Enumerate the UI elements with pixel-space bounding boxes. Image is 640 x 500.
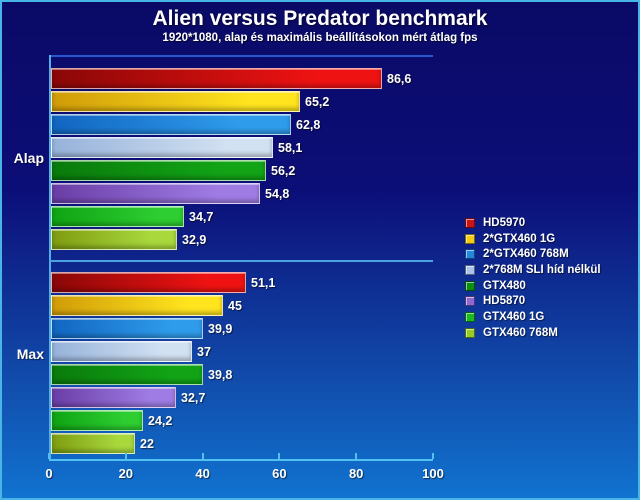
x-tick-label: 0 xyxy=(45,466,53,481)
legend-swatch xyxy=(465,296,475,307)
bar-value-label: 32,9 xyxy=(182,232,207,247)
bar-value-label: 62,8 xyxy=(296,117,321,132)
bar: 39,9 xyxy=(51,318,232,339)
x-tick-label: 80 xyxy=(348,466,364,481)
bar: 62,8 xyxy=(51,114,320,135)
legend-item: GTX480 xyxy=(465,278,601,294)
chart-title: Alien versus Predator benchmark xyxy=(152,7,488,30)
bar-value-label: 51,1 xyxy=(251,275,276,290)
legend-item: HD5970 xyxy=(465,215,601,231)
bar: 45 xyxy=(51,295,242,316)
plot-area: 86,6 65,2 62,8 58,1 56,2 54,8 34,7 32,9 51,1 45 3… xyxy=(48,55,434,461)
x-tick-label: 100 xyxy=(422,466,444,481)
bar-value-label: 56,2 xyxy=(271,163,296,178)
bar-value-label: 32,7 xyxy=(181,390,206,405)
bar: 37 xyxy=(51,341,211,362)
y-axis-line xyxy=(49,55,51,461)
legend-label: 2*GTX460 768M xyxy=(483,248,569,261)
x-tick xyxy=(124,453,127,459)
bar-value-label: 65,2 xyxy=(305,94,330,109)
bar: 32,7 xyxy=(51,387,205,408)
bar-value-label: 86,6 xyxy=(387,71,412,86)
group-divider-line xyxy=(49,260,433,262)
legend-item: HD5870 xyxy=(465,293,601,309)
legend-swatch xyxy=(465,233,475,244)
x-tick xyxy=(355,453,358,459)
legend-item: 2*GTX460 768M xyxy=(465,246,601,262)
bar: 58,1 xyxy=(51,137,302,158)
bar-value-label: 24,2 xyxy=(148,413,173,428)
x-tick xyxy=(278,453,281,459)
bar: 32,9 xyxy=(51,229,206,250)
legend-label: GTX460 1G xyxy=(483,310,545,323)
bar-group-max: 51,1 45 39,9 37 39,8 32,7 24,2 22 xyxy=(51,272,433,456)
x-tick-label: 40 xyxy=(195,466,210,481)
legend-item: GTX460 768M xyxy=(465,325,601,341)
bar: 24,2 xyxy=(51,410,172,431)
x-tick xyxy=(48,453,50,459)
legend-swatch xyxy=(465,311,475,322)
group-label-max: Max xyxy=(16,346,44,362)
bar: 51,1 xyxy=(51,272,275,293)
x-tick-label: 20 xyxy=(118,466,134,481)
plot-top-border xyxy=(49,55,433,57)
bar-value-label: 39,9 xyxy=(208,321,233,336)
bar: 54,8 xyxy=(51,183,289,204)
legend-label: GTX480 xyxy=(483,279,526,292)
legend-label: HD5970 xyxy=(483,216,526,229)
legend-swatch xyxy=(465,217,475,228)
bar-group-alap: 86,6 65,2 62,8 58,1 56,2 54,8 34,7 32,9 xyxy=(51,68,433,252)
group-label-alap: Alap xyxy=(13,150,44,166)
legend-label: 2*768M SLI híd nélkül xyxy=(483,263,601,276)
bar: 34,7 xyxy=(51,206,213,227)
bar: 56,2 xyxy=(51,160,295,181)
legend-label: 2*GTX460 1G xyxy=(483,232,556,245)
bar: 65,2 xyxy=(51,91,329,112)
chart-subtitle: 1920*1080, alap és maximális beállítások… xyxy=(162,32,478,44)
bar-value-label: 58,1 xyxy=(278,140,303,155)
x-axis-line xyxy=(49,459,433,461)
bar: 22 xyxy=(51,433,154,454)
bar-value-label: 54,8 xyxy=(265,186,290,201)
bar-value-label: 22 xyxy=(140,436,154,451)
legend-swatch xyxy=(465,264,475,275)
x-tick xyxy=(432,453,434,459)
bar-value-label: 39,8 xyxy=(208,367,233,382)
legend-swatch xyxy=(465,249,475,260)
x-tick-label: 60 xyxy=(272,466,287,481)
legend-swatch xyxy=(465,327,475,338)
bar: 86,6 xyxy=(51,68,411,89)
legend-item: 2*GTX460 1G xyxy=(465,231,601,247)
legend: HD5970 2*GTX460 1G 2*GTX460 768M 2*768M SLI… xyxy=(465,215,601,341)
legend-swatch xyxy=(465,280,475,291)
legend-label: GTX460 768M xyxy=(483,326,558,339)
bar-value-label: 37 xyxy=(197,344,211,359)
bar-value-label: 34,7 xyxy=(189,209,214,224)
bar: 39,8 xyxy=(51,364,232,385)
x-tick xyxy=(201,453,204,459)
legend-item: GTX460 1G xyxy=(465,309,601,325)
legend-item: 2*768M SLI híd nélkül xyxy=(465,262,601,278)
bar-value-label: 45 xyxy=(228,298,242,313)
legend-label: HD5870 xyxy=(483,295,526,308)
x-tick-labels: 0 20 40 60 80 100 xyxy=(45,466,443,486)
